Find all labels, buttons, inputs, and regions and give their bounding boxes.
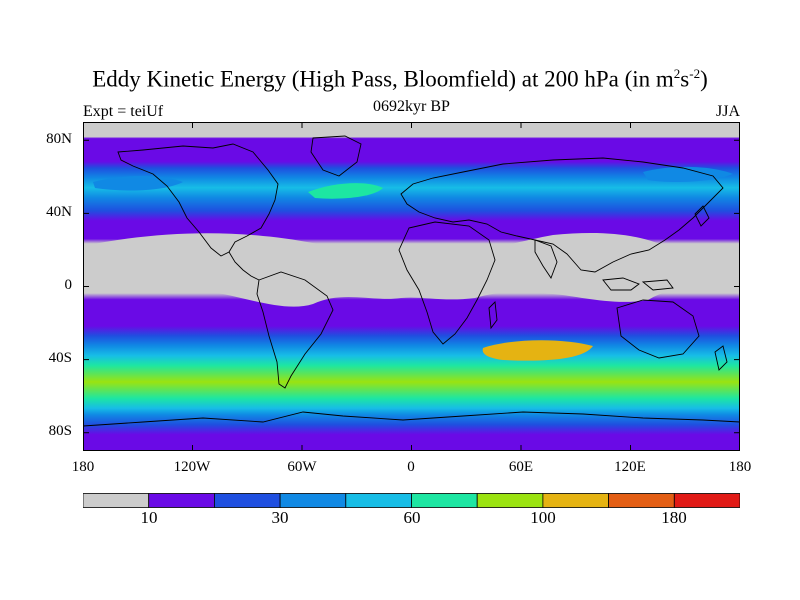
southern-jet-maximum	[482, 340, 593, 361]
x-tick-label-120e: 120E	[614, 459, 646, 475]
colorbar-box-9	[673, 493, 740, 508]
north-west-pacific-jet	[643, 166, 733, 182]
colorbar-box-5	[411, 493, 478, 508]
coastlines	[83, 135, 740, 427]
colorbar	[83, 493, 740, 508]
north-polar-low-region	[83, 122, 740, 136]
north-atlantic-jet-core	[308, 183, 383, 199]
colorbar-box-2	[213, 493, 281, 508]
x-tick-label-0: 0	[407, 459, 415, 475]
tropical-low-region	[83, 232, 740, 307]
north-pacific-jet	[93, 176, 183, 191]
colorbar-box-3	[279, 493, 347, 508]
x-tick-label-120w: 120W	[173, 459, 211, 475]
plot-title: Eddy Kinetic Energy (High Pass, Bloomfie…	[0, 66, 800, 93]
colorbar-box-7	[542, 493, 609, 508]
map-panel	[83, 122, 740, 451]
title-prefix: Eddy Kinetic Energy (High Pass, Bloomfie…	[92, 66, 674, 92]
plot-subtitle: 0692kyr BP	[373, 98, 450, 115]
title-sup-1: 2	[673, 66, 681, 81]
colorbar-label-10: 10	[140, 508, 158, 527]
season-label: JJA	[715, 103, 740, 120]
experiment-label: Expt = teiUf	[83, 103, 164, 120]
colorbar-label-180: 180	[661, 508, 687, 527]
colorbar-box-0	[83, 493, 150, 508]
colorbar-box-8	[608, 493, 675, 508]
title-sup-2: -2	[689, 66, 701, 81]
colorbar-box-6	[476, 493, 544, 508]
x-tick-label-180e: 180	[728, 459, 752, 475]
y-tick-label-0: 0	[64, 277, 73, 293]
colorbar-box-4	[345, 493, 412, 508]
y-tick-label-80n: 80N	[46, 131, 72, 147]
colorbar-box-1	[148, 493, 215, 508]
x-tick-label-60e: 60E	[508, 459, 534, 475]
title-suffix: )	[700, 66, 708, 92]
map-tick-marks	[83, 122, 740, 451]
colorbar-label-30: 30	[271, 508, 289, 527]
title-mid: s	[680, 66, 690, 92]
y-tick-label-40s: 40S	[48, 350, 72, 366]
x-tick-label-60w: 60W	[287, 459, 317, 475]
contour-map	[83, 122, 740, 451]
colorbar-label-100: 100	[530, 508, 556, 527]
y-tick-label-80s: 80S	[48, 423, 72, 439]
y-tick-label-40n: 40N	[46, 204, 72, 220]
colorbar-label-60: 60	[403, 508, 421, 527]
x-tick-label-180w: 180	[71, 459, 95, 475]
